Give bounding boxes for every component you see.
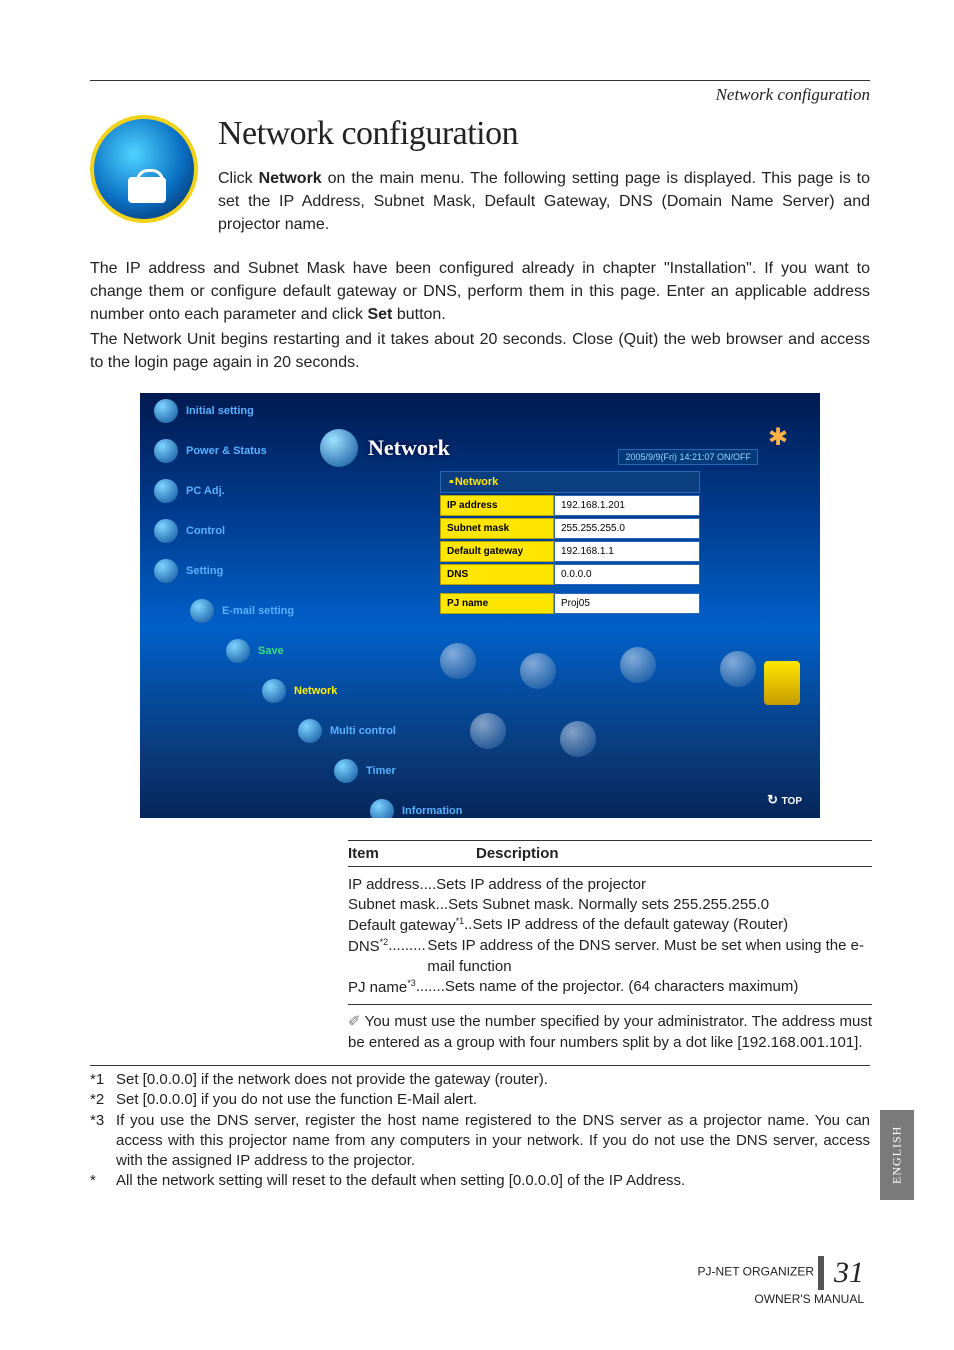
panel-title: Network [320,429,450,467]
top-link[interactable]: TOP [767,792,802,808]
sidebar-item-icon [334,759,358,783]
breadcrumb: Network configuration [90,85,870,105]
sidebar-item-label: PC Adj. [186,485,225,497]
field-label: DNS [440,564,554,585]
clock-icon: ✱ [768,423,804,459]
page-title: Network configuration [218,115,870,153]
sidebar-item-multi-control[interactable]: Multi control [298,719,404,743]
sidebar-item-icon [154,439,178,463]
field-label: PJ name [440,593,554,614]
sidebar-item-icon [190,599,214,623]
page-footer: PJ-NET ORGANIZER31 OWNER'S MANUAL [698,1253,864,1308]
footnote: *3If you use the DNS server, register th… [90,1111,870,1172]
field-input-subnet-mask[interactable] [554,518,700,539]
network-screenshot: Initial setting Power & Status PC Adj. Cont… [140,393,820,818]
table-head-desc: Description [476,845,559,862]
sidebar-item-icon [370,799,394,818]
sidebar-item-icon [154,559,178,583]
network-panel-icon [320,429,358,467]
intro-paragraph: Click Network on the main menu. The foll… [218,167,870,237]
datetime-display: 2005/9/9(Fri) 14:21:07 ON/OFF [618,449,758,465]
panel-title-text: Network [368,435,450,461]
network-field-row: IP address [440,495,700,516]
sidebar-item-setting[interactable]: Setting [154,559,404,583]
sidebar-item-label: Network [294,685,337,697]
table-row: IP address ....Sets IP address of the pr… [348,875,872,895]
sidebar-item-label: E-mail setting [222,605,294,617]
table-row: Subnet mask ...Sets Subnet mask. Normall… [348,895,872,915]
power-dock-icon [764,661,800,705]
field-label: Subnet mask [440,518,554,539]
language-tab: ENGLISH [880,1110,914,1200]
sidebar-item-label: Information [402,805,463,817]
sidebar-item-icon [154,519,178,543]
sidebar-item-timer[interactable]: Timer [334,759,404,783]
paragraph-2: The Network Unit begins restarting and i… [90,328,870,374]
sidebar-item-information[interactable]: Information [370,799,404,818]
network-field-row: Subnet mask [440,518,700,539]
field-input-pj-name[interactable] [554,593,700,614]
paragraph-1: The IP address and Subnet Mask have been… [90,257,870,327]
field-input-dns[interactable] [554,564,700,585]
sidebar-item-label: Initial setting [186,405,254,417]
sidebar-item-icon [154,479,178,503]
network-field-row: DNS [440,564,700,585]
field-label: Default gateway [440,541,554,562]
field-input-ip-address[interactable] [554,495,700,516]
footnote: *All the network setting will reset to t… [90,1171,870,1191]
sidebar-item-label: Power & Status [186,445,267,457]
sidebar-item-icon [154,399,178,423]
sidebar-item-network[interactable]: Network [262,679,404,703]
sidebar-item-icon [262,679,286,703]
network-field-row: PJ name [440,593,700,614]
field-label: IP address [440,495,554,516]
table-row: PJ name*3 .......Sets name of the projec… [348,977,872,998]
network-panel-header: Network [440,471,700,493]
table-note: You must use the number specified by you… [348,1004,872,1053]
sidebar-item-e-mail-setting[interactable]: E-mail setting [190,599,404,623]
table-row: Default gateway*1 ..Sets IP address of t… [348,915,872,936]
sidebar-item-label: Multi control [330,725,396,737]
sidebar-item-pc-adj-[interactable]: PC Adj. [154,479,404,503]
table-head-item: Item [348,845,476,862]
sidebar-item-save[interactable]: Save [226,639,404,663]
footnote: *2Set [0.0.0.0] if you do not use the fu… [90,1090,870,1110]
network-hero-icon [90,115,198,223]
network-field-row: Default gateway [440,541,700,562]
sidebar-item-icon [226,639,250,663]
sidebar-item-label: Timer [366,765,396,777]
table-header: Item Description [348,840,872,867]
sidebar-item-label: Control [186,525,225,537]
sidebar-item-label: Save [258,645,284,657]
sidebar-item-icon [298,719,322,743]
table-row: DNS*2 ...........Sets IP address of the … [348,936,872,977]
sidebar-item-initial-setting[interactable]: Initial setting [154,399,404,423]
sidebar-item-label: Setting [186,565,223,577]
sidebar-item-control[interactable]: Control [154,519,404,543]
field-input-default-gateway[interactable] [554,541,700,562]
footnote: *1Set [0.0.0.0] if the network does not … [90,1070,870,1090]
decorative-bubbles [420,643,800,753]
